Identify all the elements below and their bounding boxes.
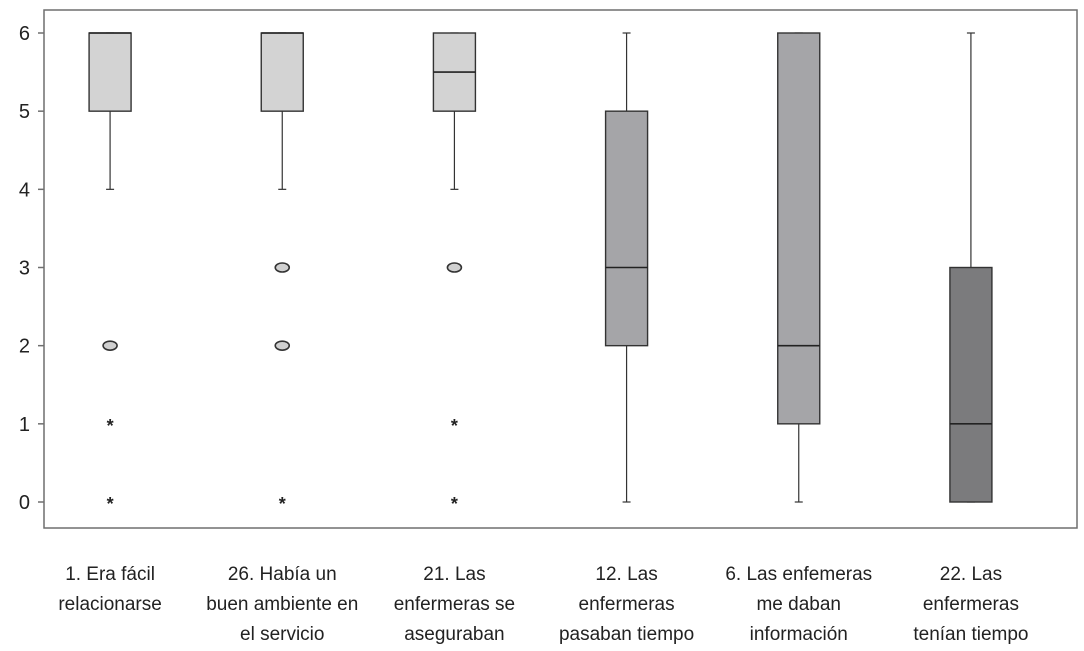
extreme-point: * bbox=[451, 494, 458, 514]
outlier-point bbox=[102, 340, 118, 351]
x-category-label: 22. Las enfermeras tenían tiempo bbox=[913, 564, 1028, 645]
x-category-label-line: información bbox=[750, 624, 848, 645]
y-axis: 0 1 2 3 4 5 6 bbox=[19, 23, 44, 514]
y-tick-label: 6 bbox=[19, 23, 30, 45]
x-category-label: 12. Las enfermeras pasaban tiempo bbox=[559, 564, 694, 645]
extreme-point: * bbox=[107, 494, 114, 514]
outlier-point bbox=[274, 340, 291, 351]
x-category-label-line: tenían tiempo bbox=[913, 624, 1028, 645]
x-category-label-line: enfermeras bbox=[579, 594, 675, 615]
y-tick-label: 3 bbox=[19, 258, 30, 280]
x-category-label-line: el servicio bbox=[240, 624, 324, 645]
x-category-label-line: 1. Era fácil bbox=[65, 564, 155, 585]
x-category-label: 26. Había un buen ambiente en el servicio bbox=[206, 564, 358, 645]
iqr-box bbox=[777, 32, 821, 425]
x-category-label: 21. Las enfermeras se aseguraban bbox=[394, 564, 515, 645]
y-tick-label: 5 bbox=[19, 101, 30, 123]
x-category-label-line: enfermeras bbox=[923, 594, 1019, 615]
extreme-point: * bbox=[107, 416, 114, 436]
outlier-point bbox=[446, 262, 463, 273]
x-category-label: 6. Las enfemeras me daban información bbox=[725, 564, 872, 645]
y-tick-label: 0 bbox=[19, 492, 30, 514]
x-category-label-line: 22. Las bbox=[940, 564, 1002, 585]
x-axis-labels: 1. Era fácil relacionarse 26. Había un buen… bbox=[58, 564, 1028, 645]
x-category-label-line: 12. Las bbox=[595, 564, 657, 585]
y-tick-label: 1 bbox=[19, 414, 30, 436]
x-category-label-line: relacionarse bbox=[58, 594, 162, 615]
outlier-point bbox=[274, 262, 291, 273]
y-tick-label: 4 bbox=[19, 179, 30, 201]
extreme-point: * bbox=[451, 416, 458, 436]
x-category-label-line: me daban bbox=[756, 594, 841, 615]
plot-frame bbox=[43, 9, 1078, 529]
iqr-box bbox=[949, 266, 993, 503]
x-category-label-line: 26. Había un bbox=[228, 564, 337, 585]
extreme-point: * bbox=[279, 494, 286, 514]
x-category-label-line: 6. Las enfemeras bbox=[725, 564, 872, 585]
x-category-label: 1. Era fácil relacionarse bbox=[58, 564, 162, 615]
iqr-box bbox=[260, 32, 304, 112]
x-category-label-line: aseguraban bbox=[404, 624, 504, 645]
x-category-label-line: pasaban tiempo bbox=[559, 624, 694, 645]
box-3: ** bbox=[432, 32, 477, 514]
iqr-box bbox=[604, 110, 649, 347]
box-1: ** bbox=[88, 32, 132, 514]
box-2: * bbox=[260, 32, 304, 514]
x-category-label-line: 21. Las bbox=[423, 564, 485, 585]
boxes-group: ** *** bbox=[88, 32, 993, 514]
box-4 bbox=[604, 32, 649, 503]
x-category-label-line: enfermeras se bbox=[394, 594, 515, 615]
box-5 bbox=[777, 32, 821, 503]
box-6 bbox=[949, 32, 993, 503]
x-category-label-line: buen ambiente en bbox=[206, 594, 358, 615]
iqr-box bbox=[88, 32, 132, 112]
y-tick-label: 2 bbox=[19, 336, 30, 358]
